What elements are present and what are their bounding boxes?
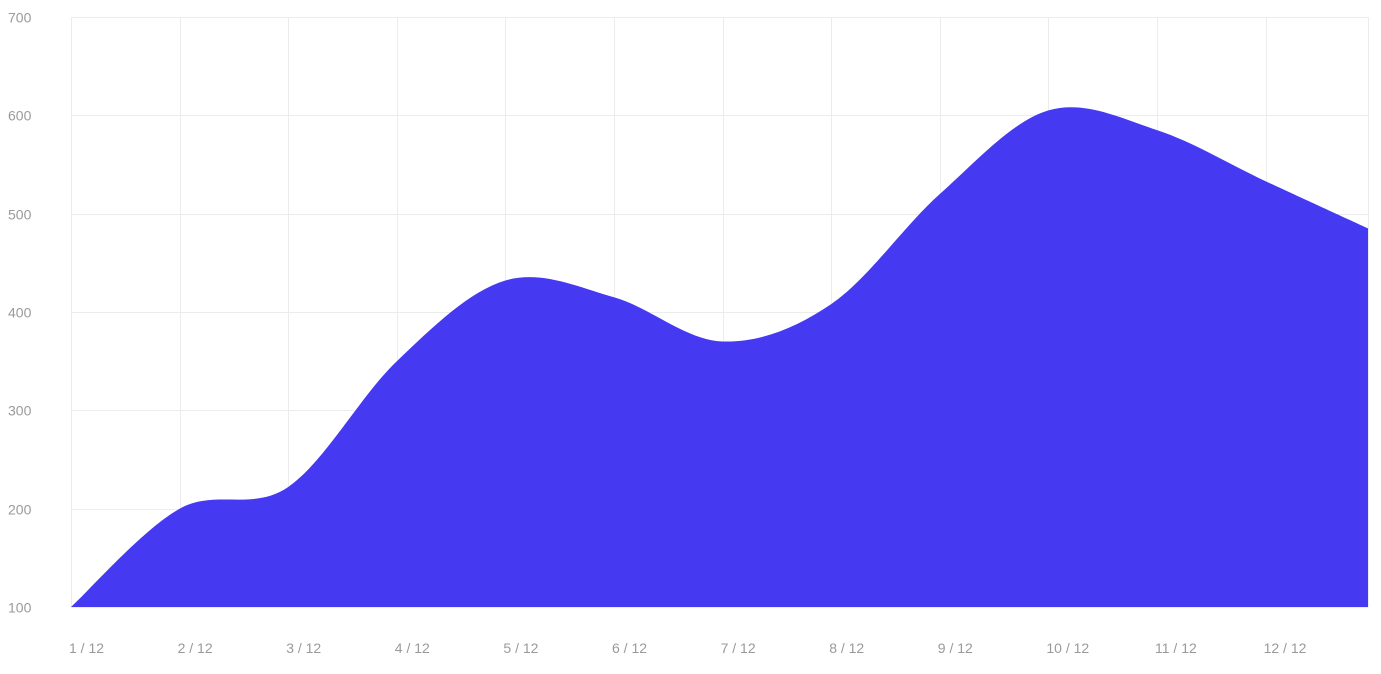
x-tick-label: 8 / 12 — [829, 640, 864, 656]
area-series-fill — [71, 107, 1368, 607]
y-tick-label: 100 — [8, 600, 32, 616]
x-tick-label: 6 / 12 — [612, 640, 647, 656]
x-tick-label: 7 / 12 — [721, 640, 756, 656]
y-tick-label: 300 — [8, 403, 32, 419]
x-tick-label: 10 / 12 — [1046, 640, 1089, 656]
y-tick-label: 500 — [8, 207, 32, 223]
y-tick-label: 200 — [8, 502, 32, 518]
y-tick-label: 700 — [8, 10, 32, 26]
x-tick-label: 2 / 12 — [178, 640, 213, 656]
y-tick-label: 400 — [8, 305, 32, 321]
x-tick-label: 3 / 12 — [286, 640, 321, 656]
x-tick-label: 11 / 12 — [1155, 640, 1197, 656]
area-series — [71, 107, 1368, 607]
y-tick-label: 600 — [8, 108, 32, 124]
x-axis: 1 / 12 2 / 12 3 / 12 4 / 12 5 / 12 6 / 12 7 / … — [69, 640, 1307, 656]
x-tick-label: 12 / 12 — [1264, 640, 1307, 656]
x-tick-label: 4 / 12 — [395, 640, 430, 656]
y-axis: 100 200 300 400 500 600 700 — [8, 10, 32, 616]
x-tick-label: 5 / 12 — [503, 640, 538, 656]
x-tick-label: 9 / 12 — [938, 640, 973, 656]
x-tick-label: 1 / 12 — [69, 640, 104, 656]
